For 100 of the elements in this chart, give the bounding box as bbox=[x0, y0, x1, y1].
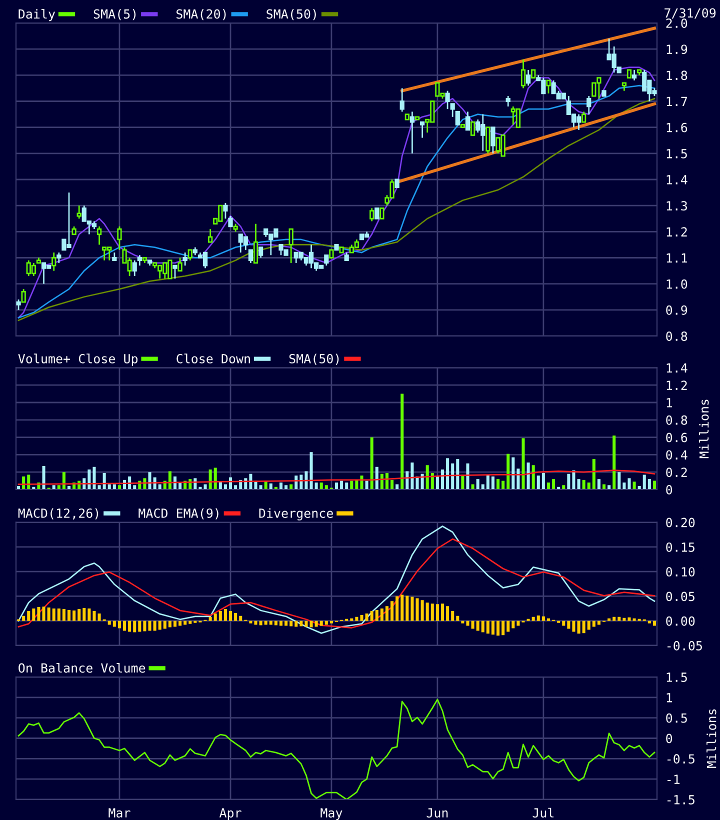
bar bbox=[461, 620, 464, 624]
bar bbox=[542, 616, 545, 621]
candlestick bbox=[410, 110, 415, 154]
y-axis-title: Millions bbox=[699, 400, 709, 458]
bar bbox=[188, 620, 192, 624]
bar bbox=[133, 620, 136, 632]
bar bbox=[290, 620, 293, 626]
bar bbox=[496, 479, 500, 490]
bar bbox=[234, 612, 238, 621]
bar bbox=[628, 617, 631, 621]
bar bbox=[239, 616, 242, 621]
bar bbox=[42, 606, 46, 621]
bar bbox=[112, 620, 116, 627]
candlestick bbox=[21, 288, 26, 303]
bar bbox=[330, 620, 333, 624]
legend-label: SMA(50) bbox=[266, 9, 316, 20]
y-tick-label: 1 bbox=[666, 693, 672, 702]
bar bbox=[380, 608, 384, 621]
bar bbox=[123, 620, 126, 631]
bar bbox=[491, 476, 494, 490]
bar bbox=[279, 482, 282, 490]
x-tick-label: Jun bbox=[426, 808, 448, 818]
bar bbox=[546, 618, 550, 621]
bar bbox=[153, 620, 156, 631]
bar bbox=[228, 611, 232, 621]
bar bbox=[567, 474, 570, 490]
bar bbox=[224, 609, 227, 621]
bar bbox=[446, 458, 450, 490]
candlestick bbox=[586, 95, 592, 115]
y-tick-label: 0.20 bbox=[666, 518, 695, 528]
bar bbox=[572, 620, 576, 632]
y-tick-label: 0.4 bbox=[666, 450, 688, 460]
bar bbox=[420, 600, 424, 621]
bar bbox=[622, 618, 626, 621]
bar bbox=[355, 616, 358, 621]
candlestick bbox=[420, 121, 425, 138]
bar bbox=[57, 485, 60, 490]
y-tick-label: 0.05 bbox=[666, 592, 694, 602]
candlestick bbox=[455, 110, 460, 126]
bar bbox=[426, 602, 429, 621]
bar bbox=[274, 620, 278, 626]
bar bbox=[178, 620, 182, 626]
candlestick bbox=[288, 228, 294, 264]
candlestick bbox=[582, 110, 586, 123]
y-tick-label: 1.5 bbox=[666, 149, 687, 158]
bar bbox=[214, 613, 217, 621]
bar bbox=[648, 620, 651, 624]
bar bbox=[476, 620, 480, 631]
bar bbox=[506, 620, 510, 632]
candlestick bbox=[96, 226, 102, 246]
bar bbox=[365, 613, 368, 621]
bar bbox=[512, 620, 515, 628]
bar bbox=[314, 620, 318, 627]
bar bbox=[536, 476, 540, 490]
bar bbox=[597, 479, 600, 490]
candlestick bbox=[253, 223, 258, 264]
line-series bbox=[18, 470, 656, 485]
bar bbox=[259, 620, 262, 626]
bar bbox=[632, 618, 636, 621]
line-series bbox=[18, 526, 656, 634]
candlestick bbox=[172, 264, 178, 280]
bar bbox=[37, 607, 40, 621]
bar bbox=[491, 620, 494, 635]
bar bbox=[259, 485, 262, 490]
bar bbox=[284, 485, 288, 490]
candlestick bbox=[223, 202, 228, 220]
candlestick bbox=[76, 204, 82, 220]
bar bbox=[516, 620, 520, 626]
bar bbox=[218, 611, 222, 621]
candlestick bbox=[465, 110, 470, 131]
y-tick-label: 1 bbox=[666, 398, 672, 408]
bar bbox=[324, 620, 328, 625]
y-tick-label: 1.7 bbox=[666, 96, 687, 106]
candlestick bbox=[52, 252, 56, 272]
bar bbox=[78, 609, 81, 621]
bar bbox=[400, 394, 404, 490]
bar bbox=[577, 479, 580, 490]
legend-label: Daily bbox=[18, 8, 56, 22]
bar bbox=[148, 620, 152, 631]
candlestick bbox=[182, 252, 188, 266]
bar bbox=[52, 608, 56, 621]
bar bbox=[72, 610, 76, 621]
bar bbox=[234, 485, 238, 490]
bar bbox=[269, 620, 272, 625]
bar bbox=[345, 482, 348, 490]
bar bbox=[360, 614, 364, 621]
bar bbox=[310, 452, 313, 490]
bar bbox=[486, 474, 490, 490]
candlestick bbox=[470, 121, 476, 136]
y-tick-label: 1.2 bbox=[666, 227, 687, 236]
y-tick-label: 0.10 bbox=[666, 567, 695, 577]
candlestick bbox=[526, 69, 531, 86]
bar bbox=[88, 608, 91, 621]
bar bbox=[118, 485, 121, 490]
bar bbox=[57, 608, 60, 621]
y-tick-label: 0.6 bbox=[666, 432, 688, 442]
bar bbox=[522, 438, 525, 490]
bar bbox=[390, 480, 394, 490]
y-tick-label: -0.5 bbox=[668, 754, 694, 764]
bar bbox=[138, 620, 142, 632]
